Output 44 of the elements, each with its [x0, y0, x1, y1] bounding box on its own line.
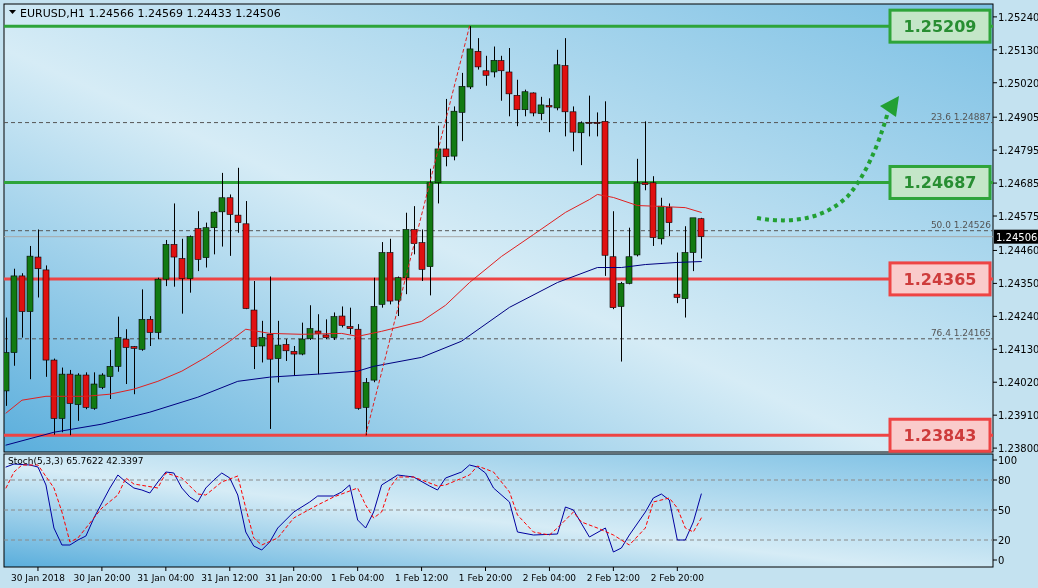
- ref-line-label: 1.24687: [903, 173, 977, 193]
- candlestick: [346, 307, 354, 335]
- y-tick-label: 1.24460: [998, 245, 1038, 257]
- x-tick-label: 31 Jan 12:00: [201, 573, 259, 583]
- x-tick-label: 2 Feb 12:00: [586, 573, 641, 583]
- x-tick-label: 1 Feb 04:00: [330, 573, 385, 583]
- x-tick-label: 2 Feb 20:00: [650, 573, 705, 583]
- y-tick-label: 80: [998, 475, 1011, 486]
- y-tick-label: 1.24350: [998, 278, 1038, 290]
- chart-title: EURUSD,H1 1.24566 1.24569 1.24433 1.24506: [20, 7, 281, 20]
- y-tick-label: 1.24795: [998, 145, 1038, 157]
- ref-line-label: 1.23843: [903, 426, 977, 446]
- candlestick: [370, 277, 378, 383]
- candlestick: [505, 47, 513, 117]
- chart-title: Stoch(5,3,3) 65.7622 42.3397: [8, 456, 144, 466]
- y-tick-label: 100: [998, 455, 1018, 466]
- x-tick-label: 31 Jan 20:00: [265, 573, 323, 583]
- y-tick-label: 1.24685: [998, 178, 1038, 190]
- y-tick-label: 1.25130: [998, 44, 1038, 56]
- x-tick-label: 1 Feb 20:00: [458, 573, 513, 583]
- y-tick-label: 1.24240: [998, 311, 1038, 323]
- y-tick-label: 1.24130: [998, 344, 1038, 356]
- ref-line-label: 23.6 1.24887: [930, 111, 991, 122]
- x-tick-label: 1 Feb 12:00: [394, 573, 449, 583]
- ref-line-label: 76.4 1.24165: [930, 327, 991, 338]
- y-tick-label: 1.23800: [998, 443, 1038, 455]
- x-tick-label: 31 Jan 04:00: [137, 573, 195, 583]
- y-tick-label: 0: [998, 555, 1005, 566]
- x-tick-label: 30 Jan 20:00: [73, 573, 131, 583]
- ref-line-label: 50.0 1.24526: [930, 219, 992, 230]
- y-tick-label: 1.24905: [998, 112, 1038, 124]
- y-tick-label: 50: [998, 505, 1011, 516]
- x-tick-label: 30 Jan 2018: [10, 573, 66, 583]
- x-tick-label: 2 Feb 04:00: [522, 573, 577, 583]
- ref-line-label: 1.25209: [903, 17, 977, 37]
- y-tick-label: 1.24020: [998, 377, 1038, 389]
- y-tick-label: 1.25240: [998, 11, 1038, 23]
- y-tick-label: 1.25020: [998, 77, 1038, 89]
- y-tick-label: 1.23910: [998, 410, 1038, 422]
- line-series: [5, 261, 702, 446]
- ref-line-label: 1.24506: [996, 231, 1038, 243]
- ref-line-label: 1.24365: [903, 269, 977, 289]
- y-tick-label: 20: [998, 535, 1011, 546]
- y-tick-label: 1.24575: [998, 211, 1038, 223]
